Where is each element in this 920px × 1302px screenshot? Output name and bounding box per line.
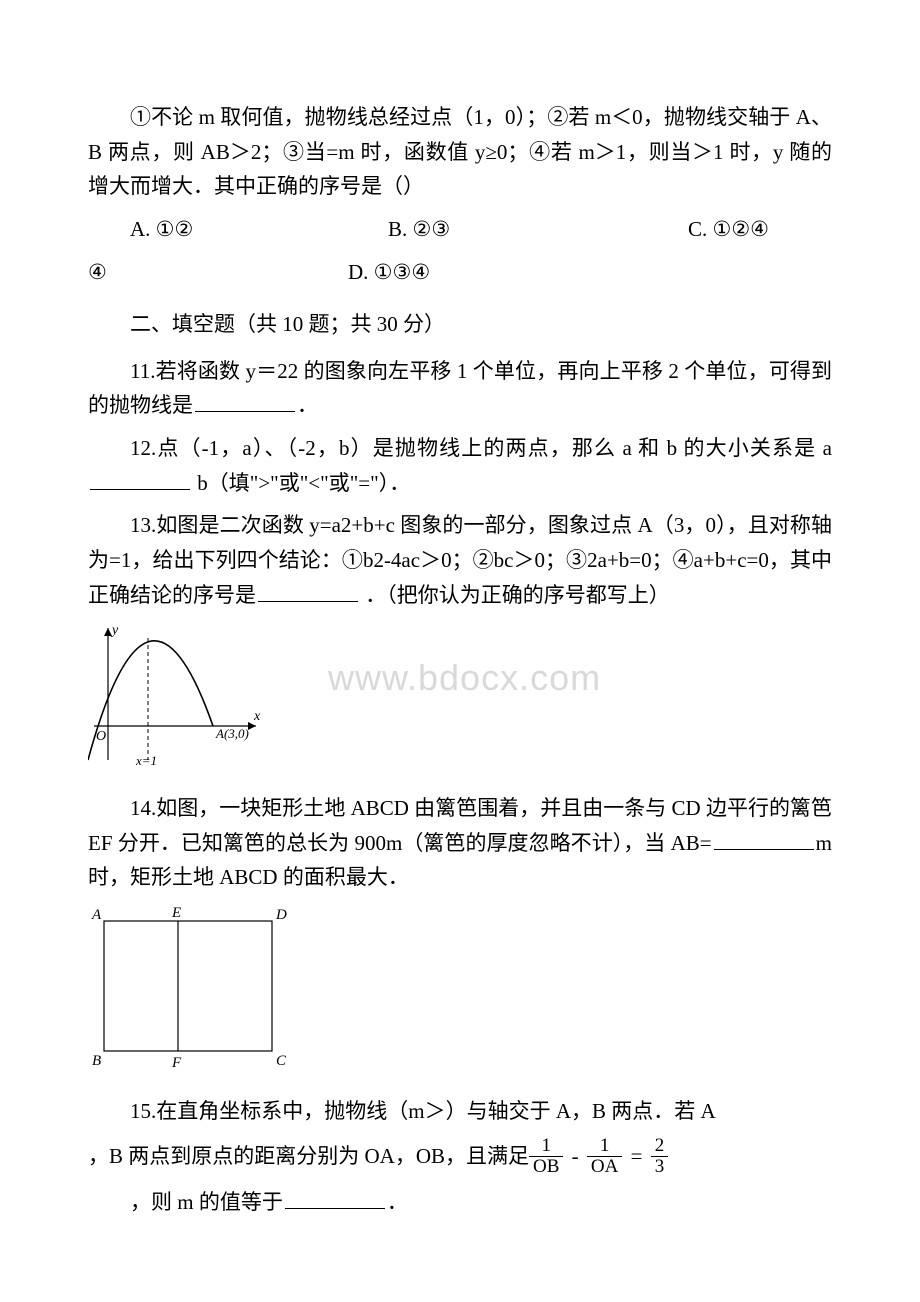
q12-pre: 12.点（-1，a）、（-2，b）是抛物线上的两点，那么 a 和 b 的大小关系… — [130, 436, 832, 460]
origin-label: O — [96, 729, 106, 744]
q13-figure: www.bdocx.com y x O x=1 A(3,0) — [88, 620, 832, 781]
q11-post: ． — [297, 393, 318, 417]
rect-svg: A E D B F C — [88, 903, 288, 1073]
watermark-text: www.bdocx.com — [328, 648, 601, 707]
q10-options-row2: ④ D. ①③④ — [88, 255, 832, 290]
q13: 13.如图是二次函数 y=a2+b+c 图象的一部分，图象过点 A（3，0），且… — [88, 508, 832, 612]
q10-option-b: B. ②③ — [388, 212, 688, 247]
q13-blank — [258, 579, 358, 602]
frac3-den: 3 — [651, 1157, 669, 1177]
frac1-den: OB — [529, 1157, 563, 1177]
point-a-label: A(3,0) — [215, 726, 249, 741]
x-axis-label: x — [253, 709, 261, 724]
label-f: F — [171, 1055, 182, 1071]
q15-blank — [285, 1186, 385, 1209]
q11-blank — [195, 389, 295, 412]
q10-option-a: A. ①② — [88, 212, 388, 247]
frac3-num: 2 — [651, 1136, 669, 1157]
q14-blank — [714, 827, 814, 850]
q15-line3-post: ． — [387, 1190, 408, 1214]
label-e: E — [171, 905, 181, 921]
q10-option-d: D. ①③④ — [348, 255, 430, 290]
q15-line1: 15.在直角坐标系中，抛物线（m＞）与轴交于 A，B 两点．若 A — [88, 1094, 832, 1129]
label-a: A — [91, 907, 102, 923]
frac1-num: 1 — [529, 1136, 563, 1157]
q10-option-c-cont: ④ — [88, 255, 348, 290]
op-eq: = — [628, 1139, 646, 1174]
q11: 11.若将函数 y＝22 的图象向左平移 1 个单位，再向上平移 2 个单位，可… — [88, 354, 832, 423]
op-minus: - — [569, 1139, 582, 1174]
x-tick-label: x=1 — [135, 753, 157, 768]
q15-fraction-expr: 1 OB - 1 OA = 2 3 — [529, 1136, 668, 1177]
frac-1: 1 OB — [529, 1136, 563, 1177]
q15-line3-pre: ，则 m 的值等于 — [130, 1190, 283, 1214]
parabola-svg: y x O x=1 A(3,0) — [88, 620, 268, 770]
q10-stem: ①不论 m 取何值，抛物线总经过点（1，0）；②若 m＜0，抛物线交轴于 A、B… — [88, 100, 832, 204]
frac-2: 1 OA — [587, 1136, 622, 1177]
q15-line3: ，则 m 的值等于 ． — [88, 1185, 832, 1220]
q12: 12.点（-1，a）、（-2，b）是抛物线上的两点，那么 a 和 b 的大小关系… — [88, 431, 832, 500]
q12-blank — [90, 467, 190, 490]
q13-post: ．（把你认为正确的序号都写上） — [360, 583, 670, 607]
q15-line2-text: ，B 两点到原点的距离分别为 OA，OB，且满足 — [88, 1139, 529, 1174]
q15-line2: ，B 两点到原点的距离分别为 OA，OB，且满足 1 OB - 1 OA = 2… — [88, 1136, 832, 1177]
q10-option-c: C. ①②④ — [688, 212, 832, 247]
y-axis-label: y — [110, 623, 119, 638]
frac2-den: OA — [587, 1157, 622, 1177]
q14-figure: A E D B F C — [88, 903, 832, 1084]
q12-post: b（填">"或"<"或"="）． — [192, 471, 410, 495]
frac2-num: 1 — [587, 1136, 622, 1157]
label-d: D — [275, 907, 287, 923]
label-c: C — [276, 1053, 287, 1069]
frac-3: 2 3 — [651, 1136, 669, 1177]
label-b: B — [92, 1053, 101, 1069]
q10-options-row1: A. ①② B. ②③ C. ①②④ — [88, 212, 832, 247]
q14: 14.如图，一块矩形土地 ABCD 由篱笆围着，并且由一条与 CD 边平行的篱笆… — [88, 791, 832, 895]
section2-title: 二、填空题（共 10 题；共 30 分） — [88, 307, 832, 342]
